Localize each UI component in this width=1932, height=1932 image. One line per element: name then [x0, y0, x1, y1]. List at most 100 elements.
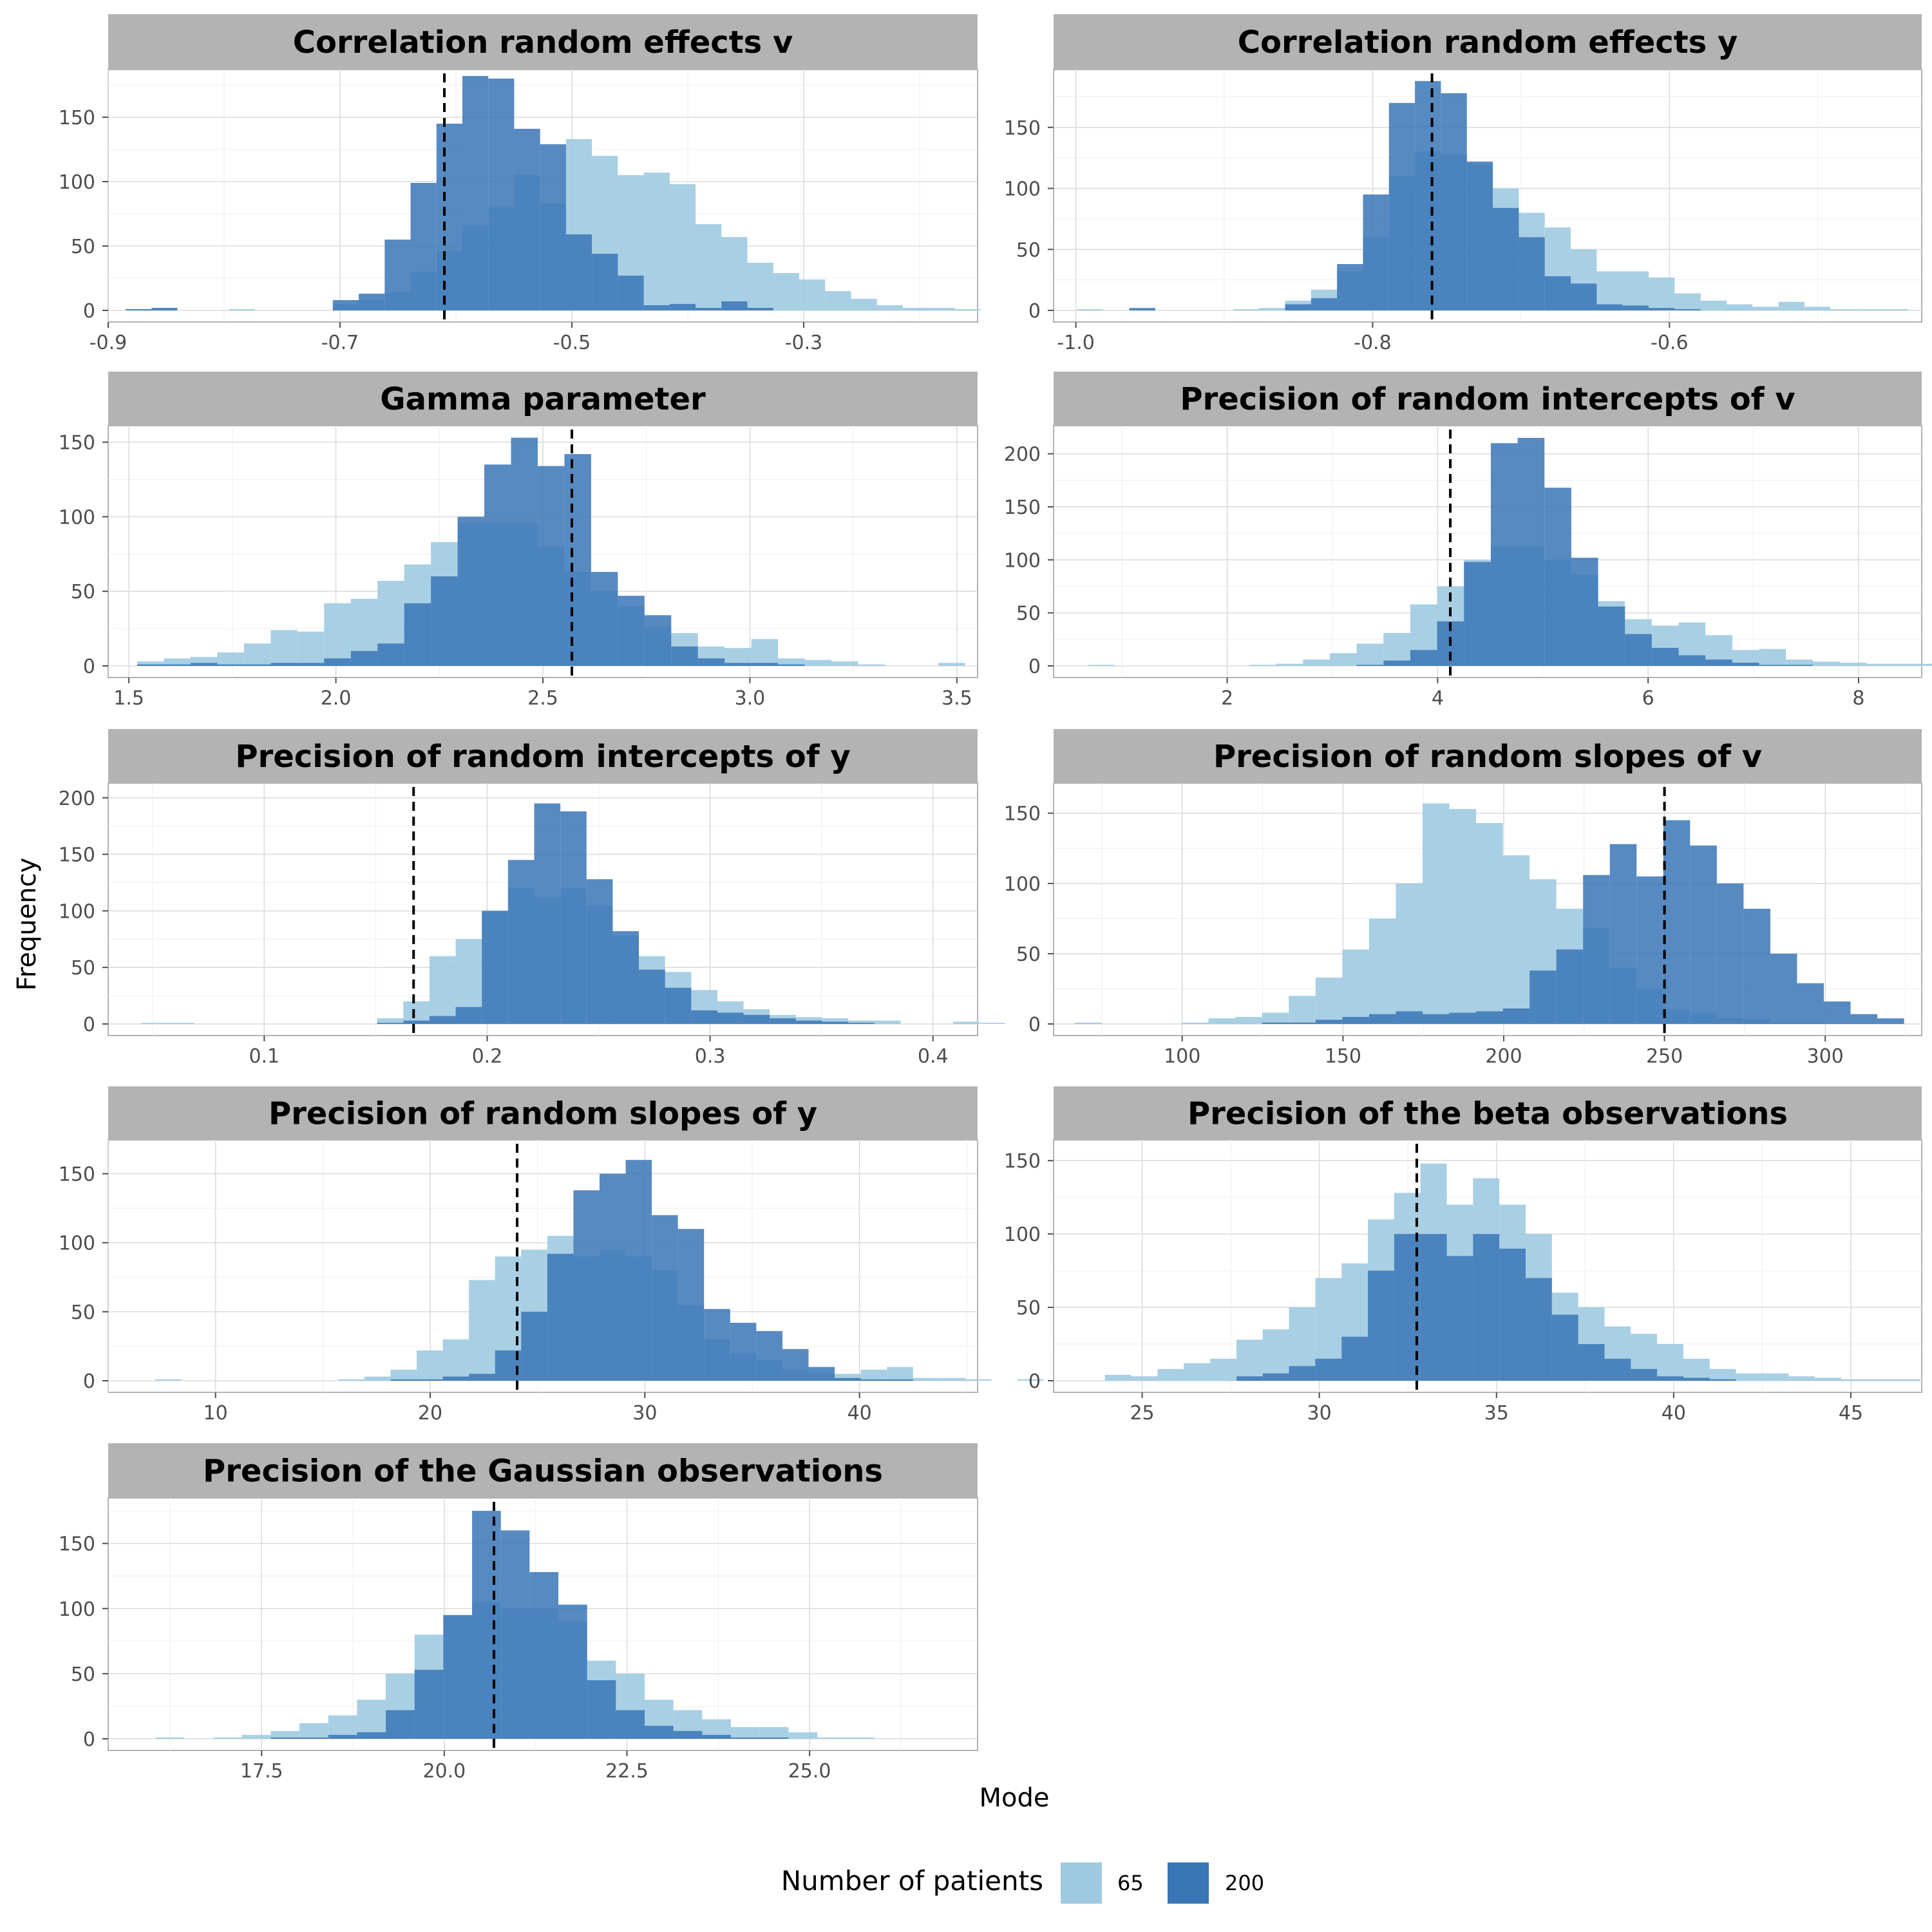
- y-tick-label: 50: [71, 236, 95, 258]
- histogram-bar: [887, 1367, 913, 1381]
- histogram-bar: [297, 631, 325, 666]
- histogram-bar: [1184, 1363, 1211, 1381]
- histogram-bar: [1866, 663, 1893, 666]
- histogram-bar: [482, 911, 508, 1024]
- histogram-bar: [1289, 1022, 1316, 1024]
- histogram-bar: [1571, 558, 1598, 666]
- histogram-bar: [965, 1379, 992, 1381]
- histogram-bar: [429, 1016, 456, 1024]
- histogram-bar: [1476, 823, 1503, 1024]
- histogram-bar: [913, 1378, 940, 1381]
- histogram-bar: [1235, 1017, 1262, 1024]
- histogram-bar: [751, 663, 779, 666]
- histogram-bar: [299, 1723, 328, 1739]
- histogram-bar: [874, 1020, 901, 1024]
- x-tick-label: 0.4: [918, 1045, 949, 1068]
- histogram-bar: [1759, 649, 1786, 666]
- y-tick-label: 100: [59, 171, 95, 194]
- histogram-bar: [1636, 876, 1663, 1024]
- histogram-bar: [938, 663, 965, 666]
- histogram-bar: [1311, 298, 1338, 310]
- y-tick-label: 150: [59, 107, 95, 129]
- y-tick-label: 150: [1004, 117, 1041, 140]
- histogram-bar: [472, 1511, 501, 1739]
- x-tick-label: 35: [1484, 1402, 1509, 1425]
- histogram-bar: [1315, 1019, 1343, 1024]
- histogram-bar: [164, 664, 191, 666]
- histogram-bar: [141, 1023, 168, 1024]
- x-tick-label: 250: [1646, 1045, 1683, 1068]
- histogram-bar: [500, 1530, 530, 1739]
- strip-background: [1054, 729, 1922, 783]
- histogram-bar: [697, 658, 725, 666]
- histogram-bar: [618, 276, 644, 310]
- histogram-bar: [673, 1730, 703, 1739]
- x-tick-label: 4: [1432, 687, 1444, 710]
- histogram-bar: [1649, 308, 1675, 310]
- y-tick-label: 0: [1028, 1014, 1041, 1036]
- x-axis: -1.0 -0.8 -0.6: [1057, 322, 1689, 354]
- histogram-bar: [217, 664, 244, 666]
- histogram-bar: [1368, 918, 1396, 1024]
- histogram-bar: [696, 308, 722, 310]
- histogram-bar: [1182, 1022, 1209, 1024]
- y-tick-label: 50: [71, 1663, 95, 1686]
- histogram-bar: [1368, 1271, 1394, 1381]
- histogram-bar: [1341, 1336, 1368, 1381]
- panel-title: Precision of the Gaussian observations: [203, 1454, 883, 1490]
- histogram-bar: [1683, 1378, 1710, 1381]
- histogram-bar: [359, 294, 385, 310]
- x-tick-label: -0.5: [553, 332, 591, 354]
- histogram-bar: [592, 254, 618, 310]
- histogram-bar: [677, 1229, 705, 1381]
- histogram-bar: [1625, 634, 1652, 666]
- histogram-bar: [1877, 1018, 1904, 1024]
- histogram-bar: [1657, 1344, 1683, 1381]
- histogram-bar: [1762, 1373, 1789, 1381]
- histogram-bar: [1262, 1012, 1289, 1024]
- histogram-bar: [1476, 1011, 1503, 1024]
- histogram-bar: [488, 79, 515, 310]
- histogram-bar: [243, 643, 271, 666]
- x-tick-label: -0.9: [90, 332, 128, 354]
- series-200: [390, 1160, 913, 1381]
- histogram-bar: [1077, 309, 1104, 310]
- histogram-bar: [1683, 1358, 1710, 1381]
- histogram-bar: [1337, 264, 1363, 310]
- histogram-bar: [377, 1023, 404, 1024]
- histogram-bar: [1893, 663, 1920, 666]
- x-axis-title: Mode: [980, 1783, 1050, 1813]
- x-tick-label: 30: [1307, 1402, 1332, 1425]
- histogram-bar: [1131, 1376, 1158, 1381]
- histogram-bar: [1449, 1012, 1477, 1024]
- strip-background: [108, 1086, 978, 1140]
- histogram-bar: [457, 516, 485, 666]
- histogram-bar: [565, 234, 592, 310]
- histogram-bar: [616, 1710, 645, 1739]
- panel-gamma-parameter: Gamma parameter 1.5 2.0 2.5 3.0 3.5 0 50 100 150: [59, 372, 978, 710]
- histogram-bar: [564, 454, 591, 666]
- histogram-bar: [529, 1572, 559, 1739]
- histogram-bar: [540, 144, 566, 310]
- histogram-bar: [954, 309, 981, 310]
- histogram-bar: [1583, 875, 1610, 1024]
- histogram-bar: [1285, 304, 1311, 310]
- histogram-bar: [164, 658, 191, 666]
- histogram-bar: [190, 663, 218, 666]
- y-tick-label: 50: [1016, 943, 1041, 966]
- histogram-bar: [1804, 307, 1831, 310]
- histogram-bar: [770, 1018, 796, 1024]
- y-tick-label: 200: [59, 788, 95, 810]
- histogram-bar: [1856, 309, 1882, 310]
- y-tick-label: 0: [83, 1370, 95, 1393]
- histogram-bar: [902, 308, 929, 310]
- histogram-bar: [625, 1160, 652, 1381]
- histogram-bar: [717, 1012, 744, 1024]
- histogram-bar: [1690, 845, 1717, 1024]
- histogram-bar: [442, 1339, 469, 1381]
- histogram-bar: [696, 224, 722, 310]
- legend-label-200: 200: [1225, 1871, 1264, 1895]
- histogram-bar: [403, 1001, 430, 1024]
- histogram-bar: [1249, 665, 1276, 666]
